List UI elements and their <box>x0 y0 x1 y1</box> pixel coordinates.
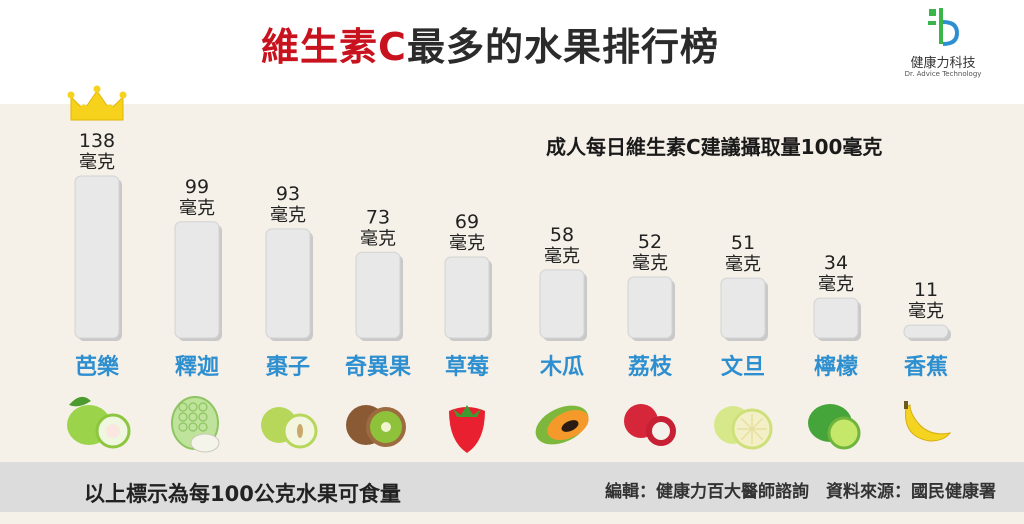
bar-unit-label: 毫克 <box>179 198 215 219</box>
bar-unit-label: 毫克 <box>818 274 854 295</box>
banana-icon <box>904 401 952 442</box>
bar-unit-label: 毫克 <box>632 253 668 274</box>
guava-icon <box>67 396 131 449</box>
bar-10 <box>903 324 949 339</box>
sugar-apple-icon <box>171 396 220 453</box>
bar-value-label: 93 <box>276 183 300 205</box>
brand-logo: 健康力科技 Dr. Advice Technology <box>898 4 988 84</box>
bar-value-label: 58 <box>550 224 574 246</box>
category-label: 文旦 <box>721 354 765 380</box>
bar-unit-label: 毫克 <box>725 254 761 275</box>
category-label: 棗子 <box>265 355 310 380</box>
chart-subtitle: 成人每日維生素C建議攝取量100毫克 <box>546 135 883 159</box>
bar-8 <box>720 277 766 339</box>
bar-7 <box>627 276 673 339</box>
category-label: 木瓜 <box>539 355 584 380</box>
bar-value-label: 51 <box>731 232 755 254</box>
bar-unit-label: 毫克 <box>270 205 306 226</box>
jujube-icon <box>261 407 318 449</box>
papaya-icon <box>535 405 589 445</box>
title-rest: 最多的水果排行榜 <box>406 25 719 69</box>
bar-4 <box>355 251 401 339</box>
logo-mark-icon <box>928 8 960 46</box>
bar-value-label: 34 <box>824 252 848 274</box>
logo-name: 健康力科技 <box>910 56 976 71</box>
bar-unit-label: 毫克 <box>79 152 115 173</box>
kiwi-icon <box>346 405 406 447</box>
lychee-icon <box>624 404 676 446</box>
bar-chart: 毫克138芭樂毫克99釋迦毫克93棗子毫克73奇異果毫克69草莓毫克58木瓜毫克… <box>67 85 952 453</box>
strawberry-icon <box>449 405 485 453</box>
bar-value-label: 138 <box>79 130 115 152</box>
page-title: 維生素C最多的水果排行榜 <box>0 16 980 71</box>
category-label: 檸檬 <box>814 354 858 380</box>
bar-5 <box>444 256 490 339</box>
footer-band <box>0 462 1024 512</box>
lime-icon <box>808 404 861 450</box>
bar-unit-label: 毫克 <box>360 228 396 249</box>
bar-1 <box>74 175 120 339</box>
bar-unit-label: 毫克 <box>544 246 580 267</box>
bar-value-label: 52 <box>638 231 662 253</box>
pomelo-icon <box>714 406 773 450</box>
category-label: 香蕉 <box>904 355 948 380</box>
bar-unit-label: 毫克 <box>908 301 944 322</box>
bar-9 <box>813 297 859 339</box>
title-highlight: 維生素C <box>261 25 407 69</box>
footer-credit: 編輯：健康力百大醫師諮詢 資料來源：國民健康署 <box>605 482 996 502</box>
category-label: 奇異果 <box>345 354 411 380</box>
crown-icon <box>67 85 127 121</box>
logo-subtitle: Dr. Advice Technology <box>904 70 982 78</box>
bar-value-label: 73 <box>366 206 390 228</box>
category-label: 荔枝 <box>628 355 673 380</box>
bar-value-label: 11 <box>914 279 938 301</box>
footer-note: 以上標示為每100公克水果可食量 <box>84 482 401 506</box>
bar-2 <box>174 221 220 339</box>
bar-6 <box>539 269 585 339</box>
bar-3 <box>265 228 311 339</box>
category-label: 草莓 <box>445 354 489 380</box>
category-label: 釋迦 <box>175 354 219 380</box>
bar-unit-label: 毫克 <box>449 233 485 254</box>
bar-value-label: 69 <box>455 211 479 233</box>
bar-value-label: 99 <box>185 176 209 198</box>
category-label: 芭樂 <box>75 354 120 380</box>
